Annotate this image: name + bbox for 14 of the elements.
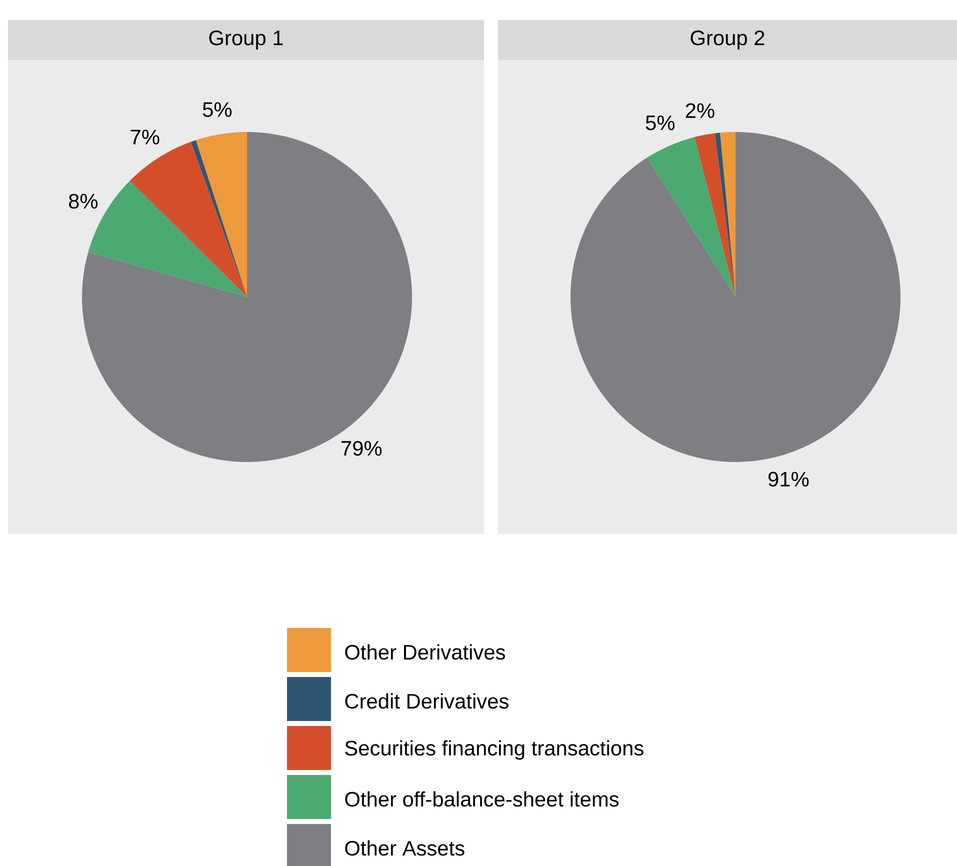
legend-label: Other off-balance-sheet items bbox=[345, 791, 619, 807]
legend-label: Credit Derivatives bbox=[345, 693, 508, 709]
data-label: 2% bbox=[686, 103, 714, 118]
legend-label: Other Derivatives bbox=[345, 644, 505, 660]
chart-title: Group 1 bbox=[209, 30, 283, 50]
chart-title: Group 2 bbox=[690, 30, 764, 50]
data-label: 5% bbox=[202, 102, 232, 117]
data-label: 79% bbox=[342, 440, 382, 456]
data-label: 5% bbox=[646, 115, 675, 130]
legend-label: Securities financing transactions bbox=[345, 740, 644, 760]
data-label: 8% bbox=[68, 194, 98, 209]
legend-label: Other Assets bbox=[345, 840, 464, 856]
data-label: 91% bbox=[768, 472, 809, 487]
data-label: 7% bbox=[130, 130, 160, 144]
